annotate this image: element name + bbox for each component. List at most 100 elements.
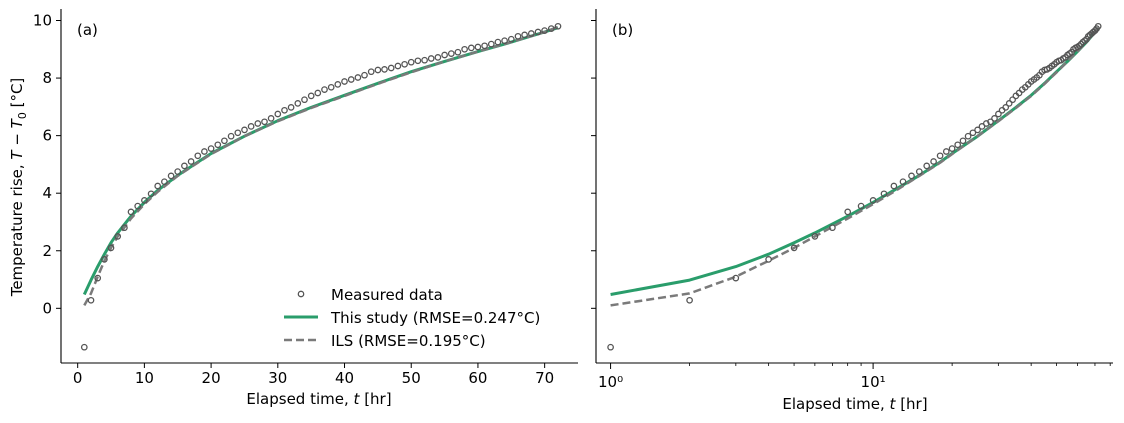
measured-point	[1009, 96, 1016, 104]
measured-point	[121, 224, 128, 232]
measured-point	[194, 152, 202, 160]
measured-point	[187, 158, 195, 165]
measured-point	[964, 132, 972, 140]
measured-point	[167, 172, 175, 180]
measured-point	[995, 110, 1002, 118]
measured-point	[554, 22, 562, 30]
measured-point	[141, 197, 148, 204]
measured-point	[307, 92, 315, 100]
panel-a: 0 10 20 30 40 50 60 70 0 2 4 6 8 10 (a) Elapsed time…	[8, 9, 578, 408]
measured-point	[991, 115, 998, 122]
measured-point	[880, 190, 888, 198]
panel-b-xlabel: Elapsed time, t [hr]	[782, 395, 927, 413]
x-tick-label: 60	[468, 369, 487, 387]
measured-point	[481, 42, 488, 50]
measured-point	[214, 141, 222, 149]
measured-point	[1005, 100, 1013, 107]
measured-point	[547, 25, 555, 32]
measured-point	[765, 256, 772, 263]
measured-point	[87, 296, 95, 304]
measured-point	[521, 31, 528, 39]
measured-point	[811, 233, 819, 240]
measured-point	[441, 51, 448, 59]
measured-point	[247, 123, 255, 130]
measured-point	[461, 45, 468, 53]
panel-a-xlabel: Elapsed time, t [hr]	[246, 390, 391, 408]
measured-point	[954, 141, 962, 149]
legend-entry-ils: ILS (RMSE=0.195°C)	[284, 332, 486, 350]
x-tick-label: 10¹	[861, 373, 886, 391]
measured-point	[899, 178, 907, 186]
measured-point	[201, 148, 208, 155]
measured-point	[221, 137, 228, 145]
measured-point	[790, 244, 798, 252]
x-tick-label: 0	[73, 369, 83, 387]
series-line-this-study	[610, 26, 1100, 296]
measured-point	[241, 126, 248, 134]
measured-point	[347, 76, 355, 83]
measured-point	[287, 104, 295, 111]
legend-label-this-study: This study (RMSE=0.247°C)	[330, 309, 540, 327]
x-tick-label: 20	[202, 369, 221, 387]
measured-point	[507, 35, 515, 43]
measured-point	[261, 118, 268, 126]
measured-point	[154, 182, 162, 190]
measured-point	[923, 162, 931, 170]
legend: Measured data This study (RMSE=0.247°C) …	[284, 286, 540, 350]
measured-point	[487, 40, 495, 48]
measured-point	[281, 106, 288, 114]
measured-point	[114, 233, 122, 240]
measured-point	[301, 96, 308, 104]
measured-point	[414, 57, 422, 65]
measured-point	[101, 256, 108, 263]
series-line-ils	[610, 26, 1100, 307]
measured-point	[534, 28, 542, 36]
series-line-ils	[83, 25, 559, 307]
measured-point	[1075, 42, 1083, 50]
measured-point	[147, 190, 155, 198]
measured-point	[354, 74, 362, 81]
measured-point	[394, 62, 402, 70]
panel-b-marks	[607, 22, 1102, 351]
measured-point	[974, 126, 981, 134]
panel-b-yticks	[591, 20, 596, 309]
x-tick-label: 10⁰	[598, 373, 623, 391]
panel-a-xticks: 0 10 20 30 40 50 60 70	[73, 363, 554, 387]
measured-point	[969, 129, 977, 137]
measured-point	[829, 224, 836, 232]
y-tick-label: 8	[42, 69, 52, 87]
x-tick-label: 30	[268, 369, 287, 387]
measured-point	[454, 48, 462, 56]
measured-point	[686, 296, 693, 304]
measured-point	[294, 100, 302, 107]
measured-point	[374, 66, 382, 74]
measured-point	[541, 27, 548, 34]
measured-point	[857, 202, 865, 210]
y-tick-label: 10	[33, 12, 52, 30]
legend-entry-this-study: This study (RMSE=0.247°C)	[284, 309, 540, 327]
measured-point	[94, 274, 102, 282]
measured-point	[844, 208, 852, 216]
measured-point	[321, 86, 328, 93]
measured-point	[936, 152, 944, 160]
measured-point	[607, 343, 614, 351]
measured-point	[234, 129, 242, 137]
measured-point	[942, 148, 950, 155]
legend-label-ils: ILS (RMSE=0.195°C)	[331, 332, 486, 350]
measured-point	[407, 58, 415, 66]
measured-point	[401, 60, 408, 68]
x-tick-label: 50	[402, 369, 421, 387]
measured-point	[254, 120, 262, 127]
measured-point	[1002, 104, 1010, 111]
measured-point	[421, 56, 428, 64]
measured-point	[908, 172, 915, 180]
measured-point	[367, 68, 375, 76]
measured-point	[134, 202, 142, 210]
measured-point	[267, 115, 275, 122]
x-tick-label: 70	[535, 369, 554, 387]
measured-point	[387, 64, 395, 72]
measured-point	[327, 83, 335, 91]
y-tick-label: 2	[42, 242, 52, 260]
panel-b: 10⁰ 10¹ (b) Elapsed time, t [hr]	[591, 9, 1113, 413]
